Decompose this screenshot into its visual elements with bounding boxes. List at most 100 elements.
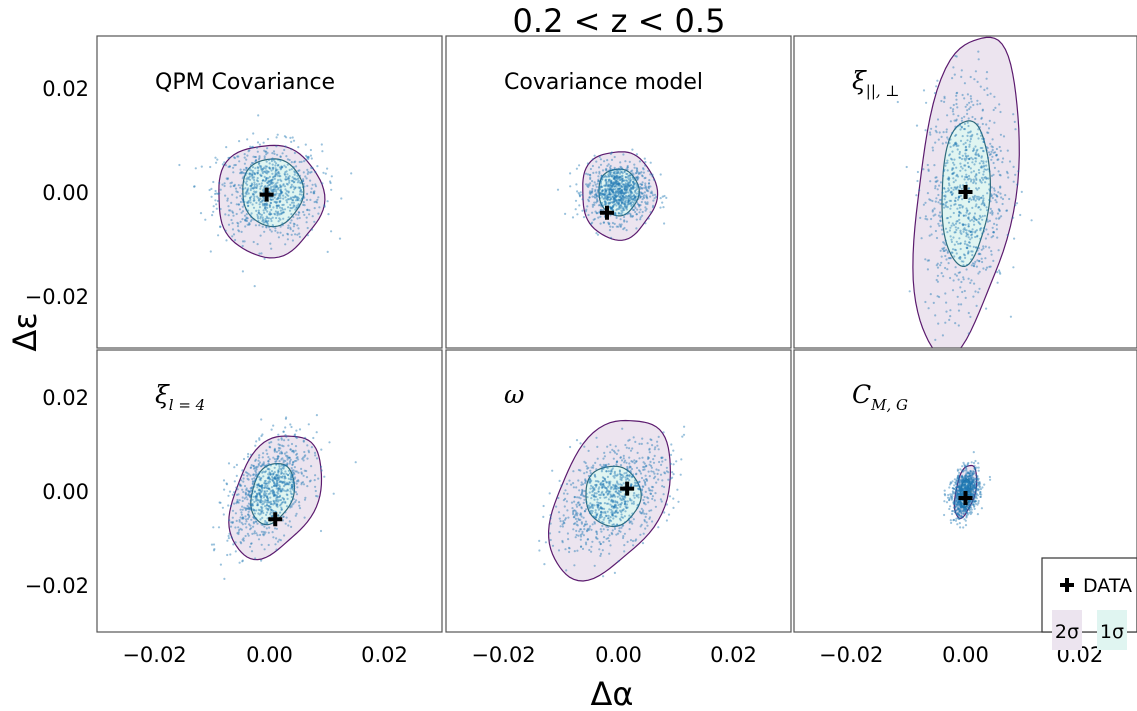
sample-point <box>982 150 985 153</box>
sample-point <box>993 222 996 225</box>
sample-point <box>268 441 271 444</box>
sample-point <box>269 446 272 449</box>
sample-point <box>582 516 585 519</box>
sample-point <box>606 198 609 201</box>
sample-point <box>609 443 612 446</box>
sample-point <box>955 102 958 106</box>
sample-point <box>961 490 964 493</box>
sample-point <box>635 176 638 179</box>
sample-point <box>255 186 258 189</box>
sample-point <box>575 511 578 514</box>
sample-point <box>249 466 252 469</box>
sample-point <box>287 190 290 193</box>
sample-point <box>954 196 957 200</box>
sample-point <box>249 524 252 527</box>
sample-point <box>285 199 288 202</box>
sample-point <box>942 203 945 206</box>
sample-point <box>631 198 634 201</box>
sample-point <box>960 505 963 508</box>
sample-point <box>963 127 966 131</box>
sample-point <box>279 231 282 234</box>
sample-point <box>605 487 608 490</box>
sample-point <box>583 495 586 498</box>
sample-point <box>278 172 281 175</box>
sample-point <box>624 201 628 204</box>
sample-point <box>625 185 628 188</box>
sample-point <box>981 200 985 203</box>
sample-point <box>959 212 962 215</box>
sample-point <box>606 492 610 495</box>
sample-point <box>612 182 615 185</box>
sample-point <box>261 516 264 520</box>
sample-point <box>284 196 287 199</box>
sample-point <box>292 471 295 475</box>
sample-point <box>285 182 288 185</box>
sample-point <box>249 220 252 223</box>
sample-point <box>248 222 251 225</box>
sample-point <box>272 166 275 169</box>
sample-point <box>958 156 961 159</box>
sample-point <box>998 103 1001 106</box>
sample-point <box>948 142 951 145</box>
sample-point <box>216 199 219 203</box>
sample-point <box>288 158 291 162</box>
sample-point <box>616 190 619 193</box>
sample-point <box>966 508 969 511</box>
sample-point <box>240 484 243 487</box>
sample-point <box>246 455 250 458</box>
sample-point <box>278 452 282 455</box>
data-marker <box>958 185 973 199</box>
sample-point <box>250 184 253 187</box>
sample-point <box>291 471 294 474</box>
sample-point <box>238 140 241 143</box>
sample-point <box>268 463 271 466</box>
sample-point <box>967 124 970 128</box>
sample-point <box>264 470 267 473</box>
sample-point <box>940 224 943 227</box>
sample-point <box>287 482 290 486</box>
sample-point <box>611 505 614 508</box>
sample-point <box>963 97 966 100</box>
sample-point <box>593 522 597 525</box>
sample-point <box>971 228 974 231</box>
sample-point <box>631 198 634 201</box>
sample-point <box>600 194 604 197</box>
sample-point <box>599 181 602 184</box>
sample-point <box>935 85 938 88</box>
sample-point <box>607 492 610 495</box>
sample-point <box>249 175 252 178</box>
sample-point <box>253 178 256 182</box>
sample-point <box>958 211 961 214</box>
sample-point <box>635 494 638 497</box>
sample-point <box>596 212 599 215</box>
sample-point <box>232 233 236 236</box>
sample-point <box>601 192 604 195</box>
sample-point <box>973 223 976 226</box>
sample-point <box>260 165 263 168</box>
sample-point <box>625 179 628 182</box>
sample-point <box>613 222 616 225</box>
sample-point <box>966 109 969 112</box>
sample-point <box>986 93 989 97</box>
sample-point <box>617 200 621 203</box>
sample-point <box>285 189 288 193</box>
sample-point <box>638 160 642 163</box>
sample-point <box>953 199 957 202</box>
sample-point <box>302 456 305 459</box>
sample-point <box>239 200 242 204</box>
sample-point <box>576 549 579 552</box>
sample-point <box>275 192 278 195</box>
sample-point <box>242 477 245 480</box>
sample-point <box>278 444 282 447</box>
sample-point <box>225 482 228 485</box>
sample-point <box>230 218 233 222</box>
sample-point <box>617 483 620 486</box>
sample-point <box>275 477 278 480</box>
sample-point <box>982 138 985 141</box>
sample-point <box>244 508 247 512</box>
sample-point <box>969 75 972 79</box>
sample-point <box>265 178 268 182</box>
sample-point <box>246 507 249 510</box>
sample-point <box>252 525 255 528</box>
sample-point <box>652 199 655 202</box>
